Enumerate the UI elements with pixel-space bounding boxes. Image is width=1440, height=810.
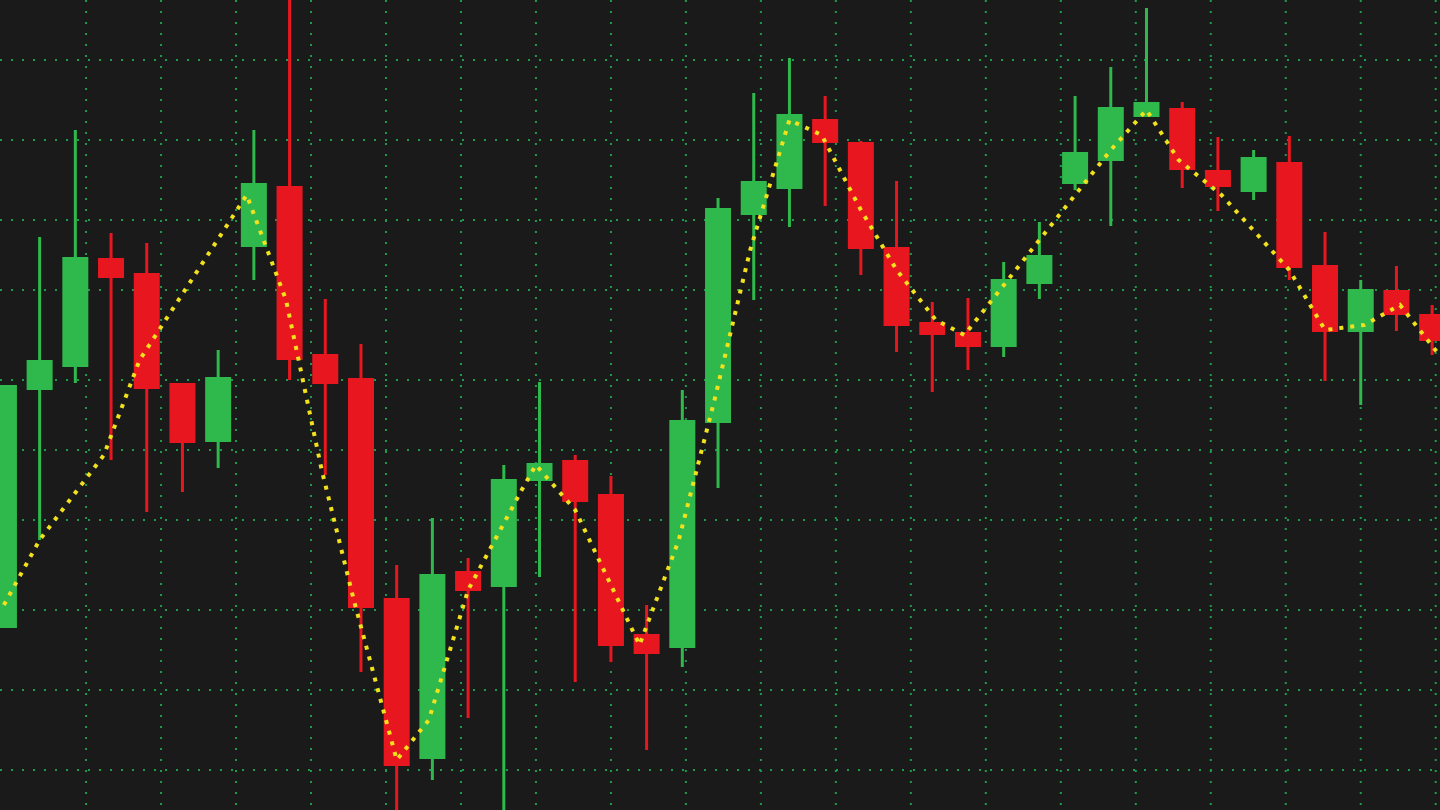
candle-body — [1026, 255, 1053, 284]
candle-body — [740, 181, 767, 215]
candle-body — [1276, 162, 1303, 268]
candle-body — [240, 183, 267, 247]
candle-body — [347, 378, 374, 608]
candle-body — [1062, 152, 1089, 184]
candle-body — [776, 114, 803, 189]
candle-body — [705, 208, 732, 423]
candle-body — [1204, 170, 1231, 187]
candle-body — [1133, 102, 1160, 117]
candle-body — [1383, 290, 1410, 315]
candle-body — [205, 377, 232, 442]
candle-body — [847, 142, 874, 249]
candle-body — [276, 186, 303, 360]
candle-body — [419, 574, 446, 759]
candle-body — [954, 332, 981, 347]
candle-body — [669, 420, 696, 648]
candle-body — [633, 634, 660, 654]
candle-body — [383, 598, 410, 766]
candle-body — [1169, 108, 1196, 170]
candle-body — [1419, 314, 1440, 341]
candle-body — [26, 360, 53, 390]
candle-body — [133, 273, 160, 389]
candle-body — [990, 279, 1017, 347]
overlay-line — [2, 106, 1440, 765]
candle-body — [1240, 157, 1267, 192]
candle-body — [562, 460, 589, 502]
candle-body — [1097, 107, 1124, 161]
candle-body — [490, 479, 517, 587]
candle-body — [455, 571, 482, 591]
candle-body — [0, 385, 17, 628]
candle-body — [169, 383, 196, 443]
candle-body — [526, 463, 553, 481]
candle-body — [98, 258, 125, 278]
candle-body — [312, 354, 339, 384]
candle-body — [919, 322, 946, 335]
candle-body — [62, 257, 89, 367]
candle-body — [1312, 265, 1339, 332]
candle-body — [883, 247, 910, 326]
overlay — [2, 106, 1440, 765]
